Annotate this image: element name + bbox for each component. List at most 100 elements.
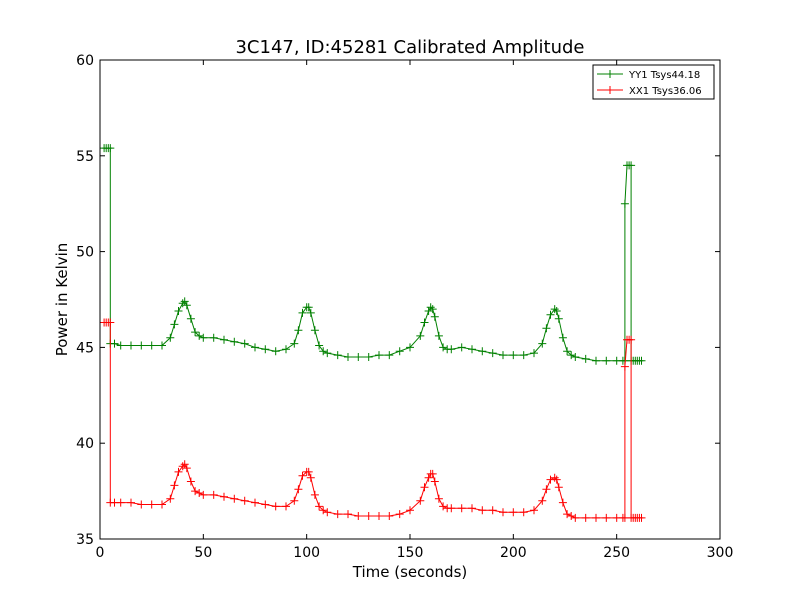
data-point xyxy=(509,508,518,517)
data-point xyxy=(251,343,259,352)
data-point xyxy=(385,351,394,360)
data-point xyxy=(170,481,179,490)
data-point xyxy=(180,297,189,306)
legend-marker-yy1 xyxy=(606,70,614,78)
legend-entry-yy1: YY1 Tsys44.18 xyxy=(597,70,700,81)
data-point xyxy=(209,490,218,499)
data-point xyxy=(581,354,590,363)
x-tick-label: 0 xyxy=(96,545,105,561)
data-point xyxy=(199,490,208,499)
data-point xyxy=(364,353,373,361)
data-point xyxy=(220,492,228,501)
data-point xyxy=(306,473,315,482)
data-point xyxy=(519,508,528,517)
data-point xyxy=(567,351,576,360)
data-point xyxy=(174,307,183,315)
data-point xyxy=(158,341,166,350)
data-point xyxy=(416,496,425,505)
data-point xyxy=(182,464,191,473)
data-point xyxy=(166,494,175,503)
data-point xyxy=(147,500,156,509)
data-point xyxy=(428,305,437,314)
data-point xyxy=(186,314,195,323)
data-point xyxy=(488,506,497,515)
data-point xyxy=(581,513,590,522)
y-tick-label: 55 xyxy=(76,149,94,165)
data-point xyxy=(282,502,290,511)
data-point xyxy=(554,483,563,492)
data-point xyxy=(499,508,507,517)
y-tick-label: 50 xyxy=(76,245,94,261)
data-point xyxy=(182,301,191,310)
legend-label-xx1: XX1 Tsys36.06 xyxy=(629,86,702,97)
data-point xyxy=(315,502,324,511)
y-tick-label: 60 xyxy=(76,53,94,69)
y-tick-label: 35 xyxy=(76,532,94,548)
data-point xyxy=(558,333,567,342)
data-point xyxy=(424,307,433,315)
data-point xyxy=(230,494,239,503)
data-point xyxy=(447,504,456,513)
data-point xyxy=(499,351,507,360)
data-point xyxy=(424,473,433,482)
data-point xyxy=(571,513,580,522)
data-point xyxy=(439,502,448,511)
data-point xyxy=(538,496,547,505)
data-point xyxy=(620,199,629,208)
legend-box xyxy=(592,64,715,100)
data-point xyxy=(567,512,576,520)
data-point xyxy=(457,343,466,352)
data-point xyxy=(220,335,228,344)
data-point xyxy=(488,349,497,358)
data-point xyxy=(602,356,611,365)
data-point xyxy=(395,347,404,356)
data-point xyxy=(538,339,547,348)
x-tick-label: 300 xyxy=(707,545,734,561)
data-point xyxy=(447,345,456,354)
series-xx1 xyxy=(100,318,646,522)
data-point xyxy=(637,356,646,365)
data-point xyxy=(406,343,414,352)
data-point xyxy=(290,496,299,505)
data-point xyxy=(310,490,319,499)
data-point xyxy=(147,341,156,350)
x-tick-label: 200 xyxy=(500,545,527,561)
data-point xyxy=(627,335,636,344)
data-point xyxy=(509,351,518,360)
data-point xyxy=(542,485,551,494)
data-point xyxy=(434,331,443,340)
series-layer xyxy=(100,144,646,522)
data-point xyxy=(344,510,352,519)
data-point xyxy=(519,351,528,360)
data-point xyxy=(294,485,303,494)
data-point xyxy=(420,318,429,327)
data-point xyxy=(375,512,383,520)
data-point xyxy=(457,504,466,513)
y-axis-label: Power in Kelvin xyxy=(53,243,71,357)
data-point xyxy=(261,500,270,509)
data-point xyxy=(420,483,429,492)
data-point xyxy=(191,487,200,496)
data-point xyxy=(416,331,425,340)
data-point xyxy=(106,318,115,327)
data-point xyxy=(323,349,332,358)
data-point xyxy=(550,473,559,482)
data-point xyxy=(304,467,313,476)
data-point xyxy=(385,512,394,520)
data-point xyxy=(271,347,280,356)
data-point xyxy=(478,347,487,356)
data-point xyxy=(426,303,435,312)
data-point xyxy=(174,467,183,476)
data-point xyxy=(290,339,299,348)
data-point xyxy=(375,351,383,360)
data-point xyxy=(468,345,476,354)
data-point xyxy=(554,314,563,323)
data-point xyxy=(428,469,437,478)
x-axis-label: Time (seconds) xyxy=(352,563,468,581)
data-point xyxy=(563,510,572,519)
data-point xyxy=(468,504,476,513)
data-point xyxy=(137,500,146,509)
data-point xyxy=(178,299,187,308)
data-point xyxy=(552,475,561,484)
data-point xyxy=(251,498,259,507)
